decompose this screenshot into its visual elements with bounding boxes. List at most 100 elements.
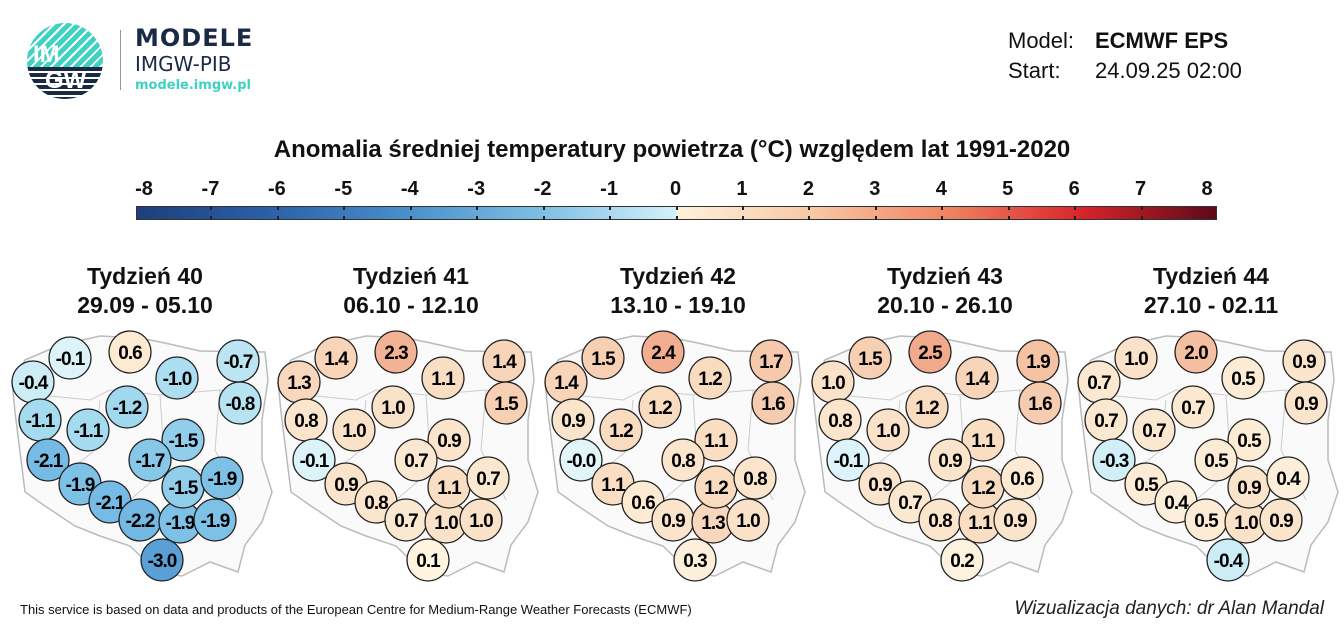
- anomaly-circle: [406, 538, 450, 582]
- week-header: Tydzień 41 06.10 - 12.10: [281, 262, 541, 320]
- colorbar-tick-label: 6: [1068, 178, 1080, 200]
- anomaly-circle: [955, 356, 999, 400]
- anomaly-value: 1.1: [601, 475, 626, 496]
- anomaly-circle: [140, 538, 184, 582]
- anomaly-marker: 1.0: [726, 498, 770, 542]
- anomaly-circle: [826, 438, 870, 482]
- anomaly-value: 0.6: [1010, 469, 1034, 490]
- colorbar-tick-label: -5: [334, 178, 353, 200]
- anomaly-value: 1.2: [704, 478, 728, 499]
- poland-map: 1.01.5 2.51.41.91.61.20.8 1.0-0.10.90.70.8…: [811, 330, 1073, 582]
- week-dates: 29.09 - 05.10: [77, 292, 213, 318]
- poland-map: -0.4-0.1 0.6-1.0-0.7-0.8-1.2-1.1 -1.1-2.1-…: [11, 330, 273, 582]
- poland-map: 1.31.4 2.31.11.41.51.00.8 1.0-0.10.90.80.7…: [277, 330, 539, 582]
- anomaly-value: 2.0: [1184, 343, 1208, 364]
- anomaly-marker: -1.1: [66, 408, 110, 452]
- anomaly-value: -2.2: [126, 511, 155, 532]
- brand-name: MODELE: [135, 24, 254, 52]
- anomaly-marker: -0.1: [48, 336, 92, 380]
- week-label: Tydzień 40: [87, 263, 203, 289]
- logo-divider: [120, 30, 121, 90]
- colorbar-tick-mark: [276, 206, 279, 210]
- week-dates: 20.10 - 26.10: [877, 292, 1013, 318]
- anomaly-marker: 2.4: [641, 330, 685, 374]
- anomaly-marker: 0.1: [406, 538, 450, 582]
- anomaly-circle: [128, 438, 172, 482]
- anomaly-value: -1.1: [26, 411, 56, 432]
- anomaly-marker: 1.0: [371, 385, 415, 429]
- anomaly-value: 0.6: [631, 493, 655, 514]
- anomaly-value: -0.1: [56, 349, 86, 370]
- anomaly-value: 1.1: [431, 369, 456, 390]
- anomaly-value: 0.5: [1204, 451, 1229, 472]
- anomaly-marker: -3.0: [140, 538, 184, 582]
- anomaly-marker: 0.7: [1171, 385, 1215, 429]
- anomaly-circle: [484, 381, 528, 425]
- anomaly-value: 1.2: [971, 478, 995, 499]
- anomaly-marker: 2.5: [908, 330, 952, 374]
- model-value: ECMWF EPS: [1095, 28, 1229, 53]
- anomaly-circle: [661, 438, 705, 482]
- anomaly-value: -1.5: [169, 431, 199, 452]
- anomaly-marker: 0.9: [928, 438, 972, 482]
- anomaly-marker: -0.4: [1206, 538, 1250, 582]
- anomaly-marker: 1.9: [1016, 339, 1060, 383]
- anomaly-value: -1.9: [66, 475, 95, 496]
- colorbar-tick-mark: [941, 206, 944, 210]
- anomaly-circle: [908, 330, 952, 374]
- anomaly-marker: 1.6: [751, 381, 795, 425]
- anomaly-circle: [26, 438, 70, 482]
- anomaly-value: 1.2: [698, 369, 722, 390]
- week-dates: 27.10 - 02.11: [1143, 292, 1279, 318]
- anomaly-circle: [314, 336, 358, 380]
- week-header: Tydzień 40 29.09 - 05.10: [15, 262, 275, 320]
- anomaly-value: -3.0: [148, 551, 177, 572]
- anomaly-circle: [905, 385, 949, 429]
- anomaly-value: 1.0: [469, 511, 493, 532]
- anomaly-marker: -1.9: [200, 456, 244, 500]
- anomaly-value: -1.9: [166, 513, 195, 534]
- anomaly-marker: 0.2: [940, 538, 984, 582]
- anomaly-value: 0.5: [1134, 475, 1159, 496]
- anomaly-circle: [421, 356, 465, 400]
- anomaly-value: 0.6: [118, 343, 142, 364]
- anomaly-value: -0.4: [1214, 551, 1244, 572]
- anomaly-circle: [332, 408, 376, 452]
- week-label: Tydzień 43: [887, 263, 1003, 289]
- colorbar-tick-label: -8: [135, 178, 153, 200]
- colorbar-tick-mark: [1007, 216, 1010, 220]
- start-label: Start:: [1008, 58, 1061, 83]
- colorbar-tick-mark: [210, 206, 213, 210]
- anomaly-circle: [459, 498, 503, 542]
- anomaly-marker: 0.9: [427, 418, 471, 462]
- anomaly-marker: 1.7: [749, 339, 793, 383]
- colorbar-tick-mark: [675, 216, 678, 220]
- anomaly-circle: [1194, 438, 1238, 482]
- anomaly-value: 0.7: [1181, 398, 1205, 419]
- week-header: Tydzień 43 20.10 - 26.10: [815, 262, 1075, 320]
- colorbar-tick-label: -1: [600, 178, 618, 200]
- anomaly-value: -1.9: [201, 511, 230, 532]
- imgw-logo: IM GW: [27, 23, 103, 99]
- anomaly-marker: 0.7: [1084, 398, 1128, 442]
- anomaly-marker: -1.9: [193, 498, 237, 542]
- anomaly-value: 0.9: [661, 511, 685, 532]
- anomaly-value: 1.0: [381, 398, 405, 419]
- anomaly-value: 1.3: [287, 373, 311, 394]
- brand-url[interactable]: modele.imgw.pl: [135, 78, 251, 93]
- visualization-credit: Wizualizacja danych: dr Alan Mandal: [1014, 598, 1324, 619]
- anomaly-circle: [105, 385, 149, 429]
- anomaly-value: 1.0: [434, 513, 458, 534]
- anomaly-marker: 1.0: [1114, 336, 1158, 380]
- anomaly-circle: [66, 408, 110, 452]
- anomaly-marker: 0.8: [818, 398, 862, 442]
- anomaly-value: 0.7: [1087, 373, 1111, 394]
- colorbar-tick-mark: [675, 206, 678, 210]
- colorbar-tick-mark: [941, 216, 944, 220]
- anomaly-circle: [940, 538, 984, 582]
- anomaly-circle: [993, 498, 1037, 542]
- anomaly-marker: 0.3: [673, 538, 717, 582]
- anomaly-circle: [200, 456, 244, 500]
- anomaly-value: -0.1: [834, 451, 864, 472]
